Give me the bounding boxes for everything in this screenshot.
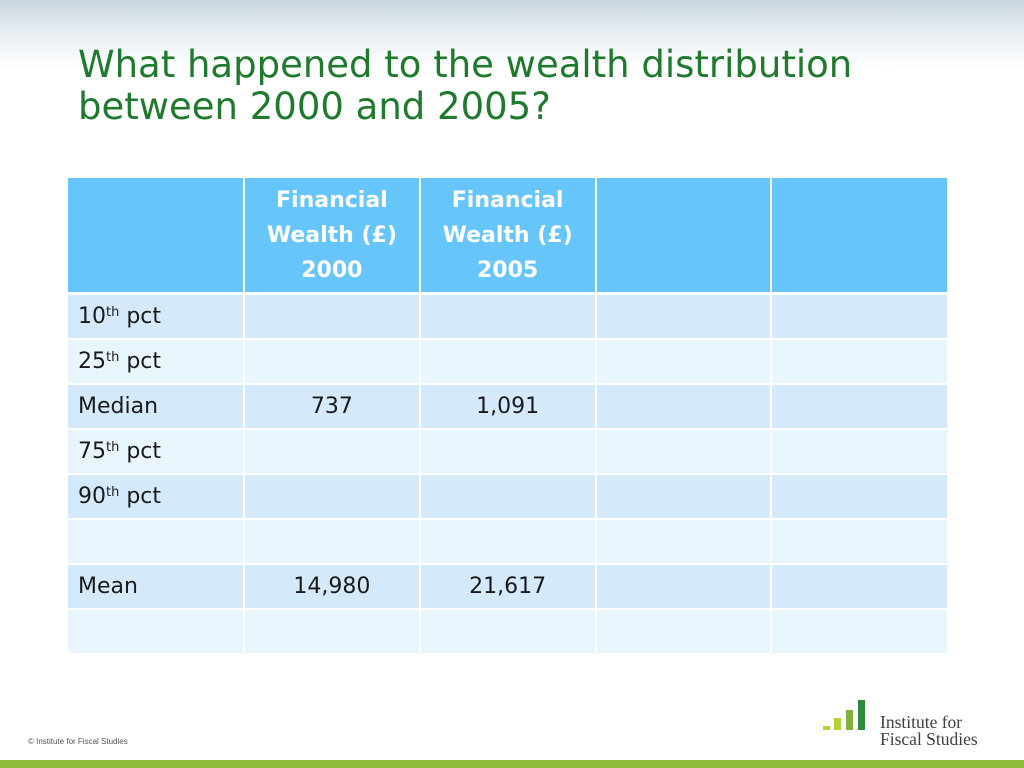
header-line: Wealth (£) [266,222,397,248]
table-cell: 737 [244,384,421,430]
table-cell [595,564,773,610]
table-row: 10th pct [68,293,947,340]
table-header-row: Financial Wealth (£) 2000 Financial Wealth … [68,178,947,295]
row-label: Median [68,384,245,430]
table-cell [419,293,597,340]
logo-bar-2 [834,718,841,730]
copyright-notice: © Institute for Fiscal Studies [28,737,128,746]
header-cell [68,178,245,295]
table-cell [771,384,947,430]
row-label [68,609,245,655]
ifs-logo: Institute for Fiscal Studies [822,698,997,752]
table-cell [419,474,597,520]
logo-bar-1 [823,726,830,730]
table-cell [244,474,421,520]
table-cell [595,519,773,565]
table-cell [595,293,773,340]
header-line: 2000 [301,257,363,283]
table-cell [771,564,947,610]
header-gradient [0,0,1024,70]
table-cell [771,609,947,655]
table-cell: 1,091 [419,384,597,430]
logo-bar-4 [858,700,865,730]
table-row: 25th pct [68,339,947,385]
logo-text: Institute for Fiscal Studies [880,712,978,749]
table-cell [244,339,421,385]
header-line: Wealth (£) [442,222,573,248]
wealth-table: Financial Wealth (£) 2000 Financial Wealth … [68,178,947,655]
table-cell [771,519,947,565]
header-cell: Financial Wealth (£) 2005 [419,178,597,295]
table-cell [771,339,947,385]
table-cell [595,429,773,475]
table-cell [244,519,421,565]
table-cell [244,609,421,655]
header-line: Financial [451,187,564,213]
table-cell [419,429,597,475]
row-label: 75th pct [68,429,245,475]
header-cell: Financial Wealth (£) 2000 [244,178,421,295]
header-cell [771,178,947,295]
table-cell [419,339,597,385]
table-cell [595,339,773,385]
row-label: 10th pct [68,293,245,340]
table-row [68,609,947,655]
logo-text-line-1: Institute for [880,712,963,732]
row-label: 90th pct [68,474,245,520]
table-cell [771,293,947,340]
table-cell [595,609,773,655]
table-cell [419,609,597,655]
row-label [68,519,245,565]
header-cell [595,178,773,295]
header-line: 2005 [477,257,539,283]
table-cell [244,293,421,340]
table-cell [771,429,947,475]
table-row [68,519,947,565]
table-body: 10th pct 25th pct Median 737 1,091 75th pct 90… [68,293,947,655]
table-row: 75th pct [68,429,947,475]
table-cell: 21,617 [419,564,597,610]
table-cell [771,474,947,520]
table-row: Mean 14,980 21,617 [68,564,947,610]
table-cell: 14,980 [244,564,421,610]
table-row: 90th pct [68,474,947,520]
table-cell [419,519,597,565]
table-cell [244,429,421,475]
row-label: 25th pct [68,339,245,385]
header-line: Financial [276,187,388,213]
table-row: Median 737 1,091 [68,384,947,430]
table-cell [595,474,773,520]
page-title: What happened to the wealth distribution… [78,43,853,128]
logo-text-line-2: Fiscal Studies [880,729,978,749]
table-cell [595,384,773,430]
footer-band [0,760,1024,768]
logo-bars-icon [823,700,865,730]
logo-bar-3 [846,710,853,730]
row-label: Mean [68,564,245,610]
